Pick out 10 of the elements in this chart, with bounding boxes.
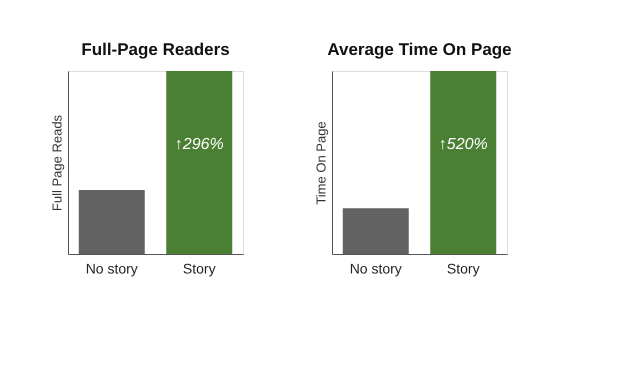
y-axis-title: Time On Page [314, 121, 328, 205]
y-axis-title: Full Page Reads [50, 114, 64, 212]
x-tick-label: Story [446, 260, 480, 276]
annotation: ↑520% [438, 136, 488, 154]
x-tick-label: Story [182, 260, 216, 276]
x-tick-label: No story [350, 260, 402, 276]
x-tick-label: No story [86, 260, 138, 276]
chart-title: Average Time On Page [327, 40, 512, 59]
annotation: ↑296% [174, 136, 224, 154]
chart-title: Full-Page Readers [81, 40, 230, 59]
